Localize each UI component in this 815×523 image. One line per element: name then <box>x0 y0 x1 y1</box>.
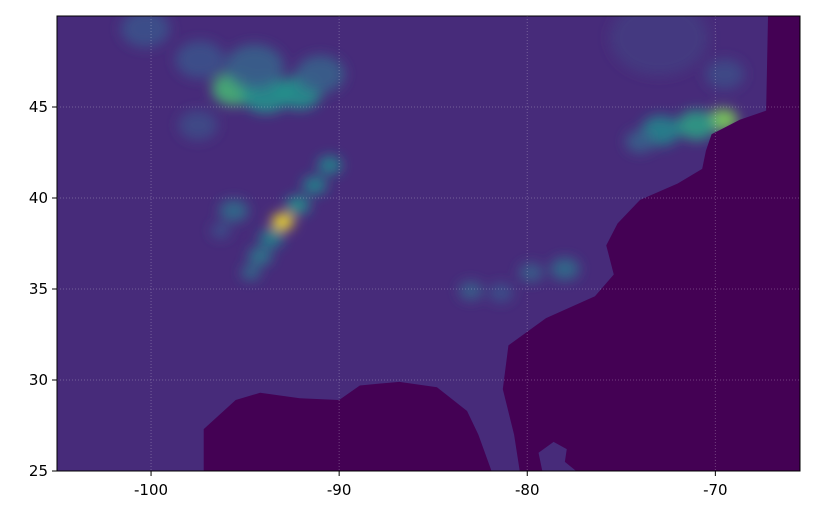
precip-cell <box>247 246 273 266</box>
precip-cell <box>625 130 655 153</box>
precip-cell <box>120 16 170 48</box>
precip-cell <box>285 195 310 215</box>
ocean-nodata-region <box>203 16 800 471</box>
precip-cell <box>550 257 580 281</box>
y-tick-label: 35 <box>29 280 48 298</box>
y-tick-label: 45 <box>29 98 48 116</box>
precip-cell <box>458 281 484 301</box>
precip-cell <box>610 16 708 76</box>
x-tick-label: -100 <box>134 481 168 499</box>
y-tick-label: 25 <box>29 462 48 480</box>
precip-cell <box>175 40 225 79</box>
precip-cells <box>120 16 745 303</box>
grid <box>57 16 800 471</box>
precip-cell <box>488 283 514 303</box>
axes-frame <box>56 15 801 472</box>
precip-cell <box>178 110 218 141</box>
precip-cell <box>271 213 294 231</box>
precip-cell <box>705 59 745 90</box>
y-axis: 25 30 35 40 45 <box>29 98 57 480</box>
precip-cell <box>302 175 327 195</box>
x-tick-label: -80 <box>515 481 540 499</box>
x-tick-label: -90 <box>327 481 352 499</box>
precip-cell <box>317 155 342 175</box>
precip-cell <box>219 199 249 223</box>
precip-cell <box>259 228 284 248</box>
y-tick-label: 40 <box>29 189 48 207</box>
plot-area <box>57 16 800 471</box>
precip-cell <box>676 110 717 141</box>
precip-cell <box>518 263 544 283</box>
x-tick-label: -70 <box>703 481 728 499</box>
y-tick-label: 30 <box>29 371 48 389</box>
bahamas-region <box>538 441 577 471</box>
precip-cell <box>225 44 284 90</box>
precip-cell <box>240 265 261 281</box>
precip-cell <box>295 55 345 94</box>
precip-cell <box>210 223 231 239</box>
x-axis: -100 -90 -80 -70 <box>134 471 728 499</box>
